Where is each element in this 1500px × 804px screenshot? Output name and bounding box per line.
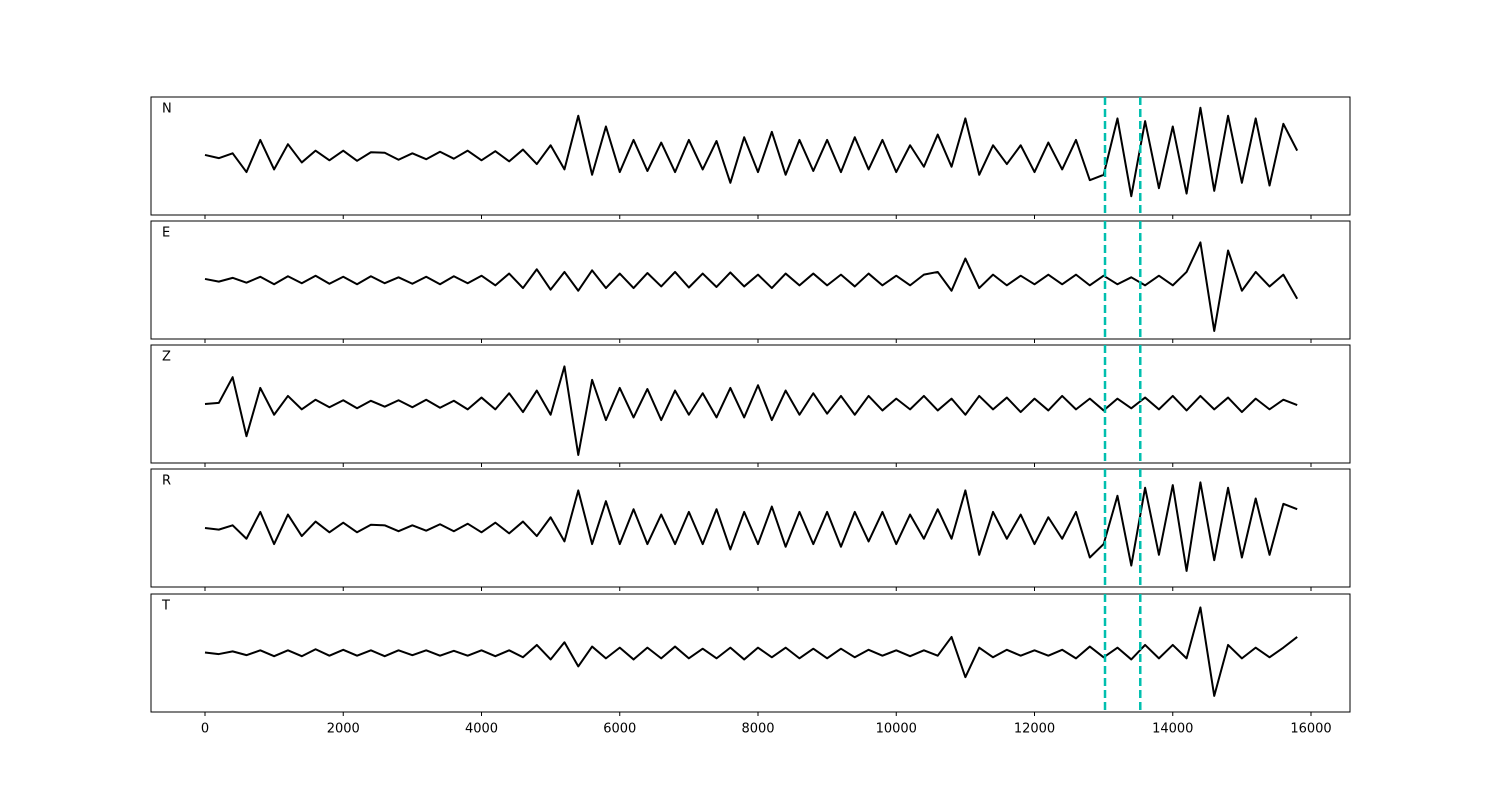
trace-line: [204, 106, 1299, 198]
x-tick-label: 12000: [1014, 722, 1055, 737]
x-tick-label: 6000: [603, 722, 636, 737]
trace-line: [204, 365, 1298, 456]
x-tick-label: 2000: [327, 722, 360, 737]
x-tick-label: 10000: [876, 722, 917, 737]
panel-label: Z: [162, 350, 171, 365]
x-tick-label: 0: [201, 722, 209, 737]
trace-line: [204, 241, 1299, 332]
x-tick-label: 14000: [1152, 722, 1193, 737]
panel-frame: [150, 96, 1351, 216]
x-tick-label: 8000: [741, 722, 774, 737]
panel-label: R: [162, 474, 171, 489]
x-tick-label: 4000: [465, 722, 498, 737]
panel-label: N: [162, 102, 172, 117]
panel-label: E: [162, 226, 170, 241]
trace-line: [204, 481, 1298, 572]
x-tick-label: 16000: [1290, 722, 1331, 737]
trace-line: [204, 606, 1298, 697]
panel-label: T: [161, 599, 170, 614]
